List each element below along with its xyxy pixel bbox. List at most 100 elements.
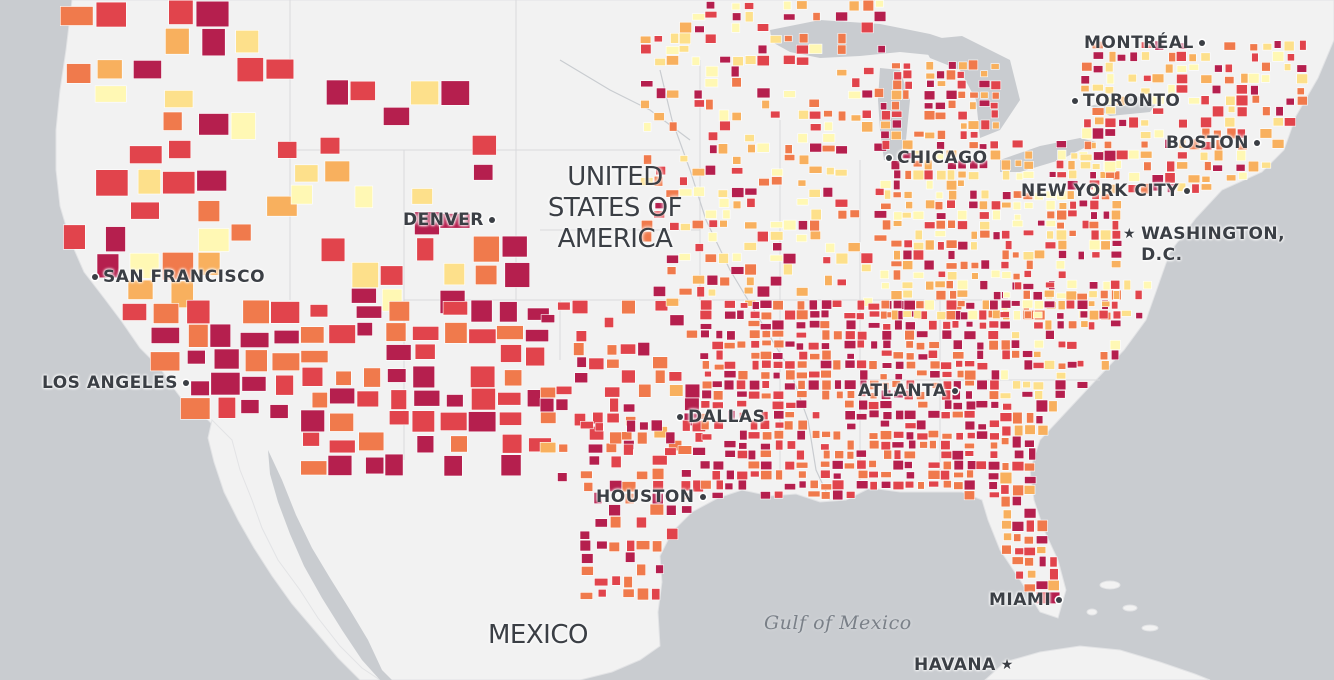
county-tile [1154, 40, 1165, 51]
county-tile [1045, 330, 1055, 340]
county-tile [809, 230, 821, 240]
county-tile [942, 321, 951, 330]
county-tile [821, 329, 831, 341]
city-new-york[interactable]: NEW YORK CITY [1021, 181, 1191, 201]
county-tile [925, 280, 935, 291]
county-tile [976, 362, 988, 371]
city-boston[interactable]: BOSTON [1166, 133, 1260, 153]
county-tile [807, 490, 821, 498]
county-tile [693, 99, 705, 108]
city-washington-dc[interactable]: ★ WASHINGTON, D.C. [1123, 224, 1285, 266]
county-tile [892, 351, 904, 360]
county-tile [1045, 281, 1055, 289]
county-tile [809, 123, 822, 132]
county-tile [691, 220, 704, 230]
county-tile [957, 170, 967, 179]
county-tile [669, 222, 680, 231]
county-tile [771, 168, 784, 177]
county-tile [1091, 107, 1105, 116]
county-tile [836, 278, 847, 286]
county-tile [1070, 152, 1079, 160]
county-tile [1080, 161, 1092, 170]
county-tile [925, 72, 936, 80]
county-tile [197, 252, 221, 276]
county-tile [941, 329, 952, 340]
county-tile [774, 421, 785, 429]
county-tile [1036, 546, 1047, 554]
county-tile [784, 382, 796, 391]
county-tile [1067, 209, 1078, 218]
county-tile [822, 133, 836, 143]
county-tile [960, 311, 968, 320]
county-tile [891, 119, 902, 129]
county-tile [1010, 339, 1020, 349]
county-tile [750, 419, 759, 431]
county-tile [747, 431, 761, 440]
county-tile [1129, 51, 1138, 62]
county-tile [881, 349, 893, 357]
county-tile [639, 421, 649, 431]
city-chicago[interactable]: CHICAGO [886, 148, 988, 168]
county-tile [270, 301, 300, 324]
county-tile [905, 201, 913, 209]
county-tile [769, 254, 784, 262]
city-montreal[interactable]: MONTRÉAL [1084, 33, 1205, 53]
city-san-francisco[interactable]: SAN FRANCISCO [92, 267, 265, 287]
city-havana-label: HAVANA [914, 655, 996, 675]
county-tile [732, 156, 742, 165]
county-tile [302, 432, 320, 447]
city-havana[interactable]: HAVANA ★ [914, 655, 1014, 675]
city-atlanta[interactable]: ATLANTA [858, 381, 958, 401]
county-tile [571, 299, 589, 314]
city-houston[interactable]: HOUSTON [596, 487, 706, 507]
county-tile [927, 349, 938, 359]
county-tile [868, 460, 877, 468]
county-tile [1011, 300, 1021, 307]
county-tile [1028, 447, 1036, 461]
county-tile [665, 297, 679, 307]
county-tile [704, 78, 719, 88]
county-tile [739, 429, 748, 441]
county-tile [694, 243, 704, 252]
county-tile [844, 359, 856, 369]
county-tile [1021, 391, 1034, 398]
county-tile [1044, 289, 1055, 298]
county-tile [1036, 535, 1049, 545]
county-tile [1111, 200, 1122, 209]
county-tile [198, 113, 229, 136]
county-tile [712, 460, 724, 471]
county-tile [241, 376, 267, 392]
county-tile [1261, 161, 1272, 169]
county-tile [758, 178, 770, 187]
city-dallas[interactable]: DALLAS [677, 407, 765, 427]
county-tile [1296, 87, 1305, 96]
county-tile [638, 383, 652, 398]
county-tile [1049, 568, 1059, 581]
county-tile [700, 400, 711, 409]
city-miami[interactable]: MIAMI [989, 590, 1063, 610]
county-tile [1111, 220, 1119, 231]
county-tile [1261, 61, 1271, 72]
county-tile [668, 121, 678, 132]
city-denver[interactable]: DENVER [403, 210, 495, 230]
city-atlanta-label: ATLANTA [858, 381, 947, 401]
county-tile [756, 142, 770, 153]
county-tile [717, 143, 728, 155]
county-tile [1069, 201, 1077, 210]
county-tile [798, 351, 808, 361]
county-tile [652, 356, 668, 369]
county-tile [942, 480, 952, 489]
city-toronto[interactable]: TORONTO [1072, 91, 1180, 111]
county-tile [808, 299, 818, 311]
county-tile [1118, 119, 1127, 127]
county-tile [859, 379, 868, 391]
county-tile [870, 340, 878, 350]
county-tile [999, 471, 1013, 485]
county-tile [738, 412, 747, 419]
city-chicago-label: CHICAGO [897, 148, 988, 168]
county-tile [678, 253, 691, 261]
county-tile [1011, 139, 1024, 149]
city-los-angeles[interactable]: LOS ANGELES [42, 373, 189, 393]
county-tile [750, 340, 760, 349]
